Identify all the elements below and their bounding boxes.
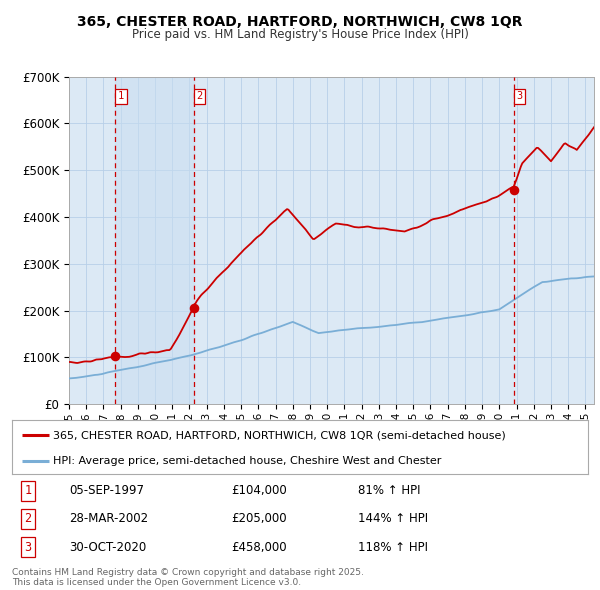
Text: Price paid vs. HM Land Registry's House Price Index (HPI): Price paid vs. HM Land Registry's House …	[131, 28, 469, 41]
Text: 30-OCT-2020: 30-OCT-2020	[70, 540, 147, 553]
Text: 81% ↑ HPI: 81% ↑ HPI	[358, 484, 420, 497]
Text: 05-SEP-1997: 05-SEP-1997	[70, 484, 145, 497]
Text: 144% ↑ HPI: 144% ↑ HPI	[358, 513, 428, 526]
Text: 365, CHESTER ROAD, HARTFORD, NORTHWICH, CW8 1QR (semi-detached house): 365, CHESTER ROAD, HARTFORD, NORTHWICH, …	[53, 430, 506, 440]
Point	[110, 351, 120, 360]
Text: 2: 2	[196, 91, 202, 101]
Text: 3: 3	[516, 91, 523, 101]
Text: 3: 3	[25, 540, 32, 553]
Text: 2: 2	[25, 513, 32, 526]
Text: 1: 1	[25, 484, 32, 497]
Point	[189, 303, 199, 313]
Text: £104,000: £104,000	[231, 484, 287, 497]
Text: £205,000: £205,000	[231, 513, 287, 526]
Text: 28-MAR-2002: 28-MAR-2002	[70, 513, 149, 526]
Text: £458,000: £458,000	[231, 540, 287, 553]
Point	[509, 185, 518, 195]
Text: HPI: Average price, semi-detached house, Cheshire West and Chester: HPI: Average price, semi-detached house,…	[53, 456, 442, 466]
Bar	[115, 77, 194, 404]
Text: Contains HM Land Registry data © Crown copyright and database right 2025.
This d: Contains HM Land Registry data © Crown c…	[12, 568, 364, 587]
Text: 365, CHESTER ROAD, HARTFORD, NORTHWICH, CW8 1QR: 365, CHESTER ROAD, HARTFORD, NORTHWICH, …	[77, 15, 523, 29]
Text: 118% ↑ HPI: 118% ↑ HPI	[358, 540, 428, 553]
Text: 1: 1	[118, 91, 124, 101]
